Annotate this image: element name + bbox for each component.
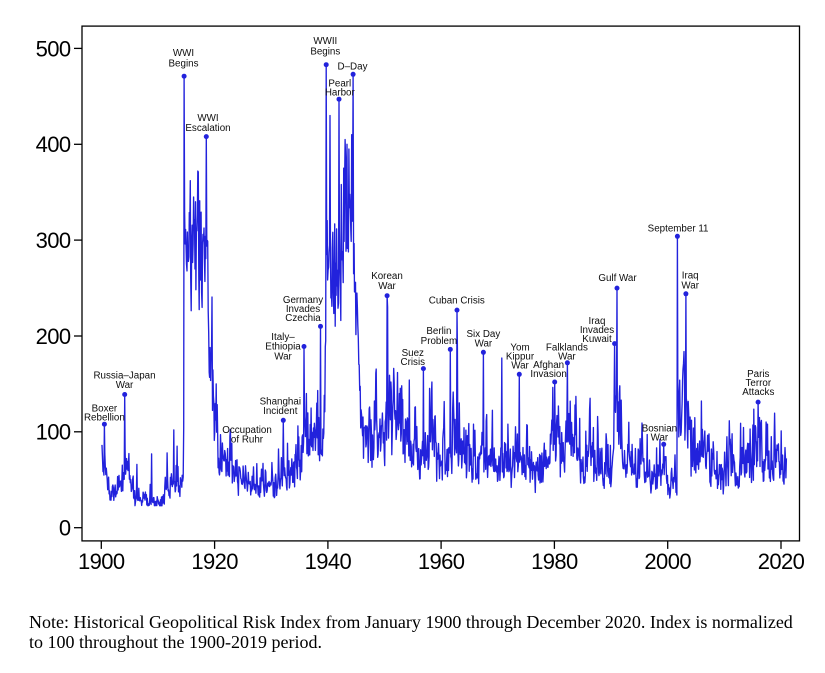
svg-text:Iraq: Iraq [682,271,699,282]
svg-text:War: War [378,281,396,292]
svg-text:War: War [511,361,529,372]
svg-text:1940: 1940 [305,549,352,574]
svg-text:Czechia: Czechia [285,313,321,324]
svg-text:Iraq: Iraq [589,316,606,327]
svg-text:War: War [558,352,576,363]
svg-text:Paris: Paris [747,369,769,380]
svg-text:Incident: Incident [263,406,298,417]
svg-text:Italy–: Italy– [271,332,295,343]
svg-text:Yom: Yom [510,342,529,353]
svg-text:Suez: Suez [402,348,424,359]
svg-text:D–Day: D–Day [338,61,368,72]
svg-text:Falklands: Falklands [546,343,588,354]
svg-text:Berlin: Berlin [426,326,451,337]
svg-text:September 11: September 11 [648,224,709,235]
svg-text:Shanghai: Shanghai [260,397,301,408]
svg-text:Ethiopia: Ethiopia [265,342,301,353]
svg-text:War: War [651,433,669,444]
svg-text:Cuban Crisis: Cuban Crisis [429,296,485,307]
svg-text:500: 500 [36,36,71,61]
svg-text:0: 0 [59,516,71,541]
svg-text:1960: 1960 [418,549,465,574]
svg-text:400: 400 [36,132,71,157]
svg-text:Pearl: Pearl [328,78,351,89]
svg-text:Escalation: Escalation [185,123,230,134]
svg-text:Germany: Germany [283,295,323,306]
svg-text:Begins: Begins [310,46,340,57]
svg-text:War: War [274,352,292,363]
svg-text:Boxer: Boxer [92,404,118,415]
svg-text:Begins: Begins [169,59,199,70]
svg-text:200: 200 [36,324,71,349]
svg-text:1900: 1900 [78,549,125,574]
svg-text:WWI: WWI [197,113,218,124]
svg-text:Bosnian: Bosnian [642,424,677,435]
svg-text:100: 100 [36,420,71,445]
svg-text:1980: 1980 [531,549,578,574]
svg-text:Russia–Japan: Russia–Japan [93,370,155,381]
svg-text:War: War [681,281,699,292]
svg-text:1920: 1920 [191,549,238,574]
svg-text:2000: 2000 [644,549,691,574]
svg-text:Kippur: Kippur [506,352,535,363]
svg-text:Gulf War: Gulf War [598,273,637,284]
svg-text:of Ruhr: of Ruhr [231,434,264,445]
svg-text:2020: 2020 [758,549,805,574]
svg-text:Crisis: Crisis [401,357,426,368]
svg-text:Korean: Korean [371,271,403,282]
svg-text:Terror: Terror [746,378,772,389]
svg-text:War: War [475,339,493,350]
svg-text:300: 300 [36,228,71,253]
svg-text:Occupation: Occupation [222,425,272,436]
svg-text:WWI: WWI [173,48,194,59]
svg-text:WWII: WWII [313,36,337,47]
svg-text:Six Day: Six Day [467,329,501,340]
svg-text:Invades: Invades [286,304,320,315]
svg-text:Problem: Problem [421,336,457,347]
svg-text:Invades: Invades [580,325,614,336]
svg-text:Attacks: Attacks [742,387,774,398]
svg-text:Rebellion: Rebellion [84,413,125,424]
svg-text:Invasion: Invasion [530,369,567,380]
svg-text:Kuwait: Kuwait [582,334,612,345]
svg-text:War: War [116,380,134,391]
svg-text:Harbor: Harbor [325,88,356,99]
svg-text:Afghan: Afghan [533,360,564,371]
